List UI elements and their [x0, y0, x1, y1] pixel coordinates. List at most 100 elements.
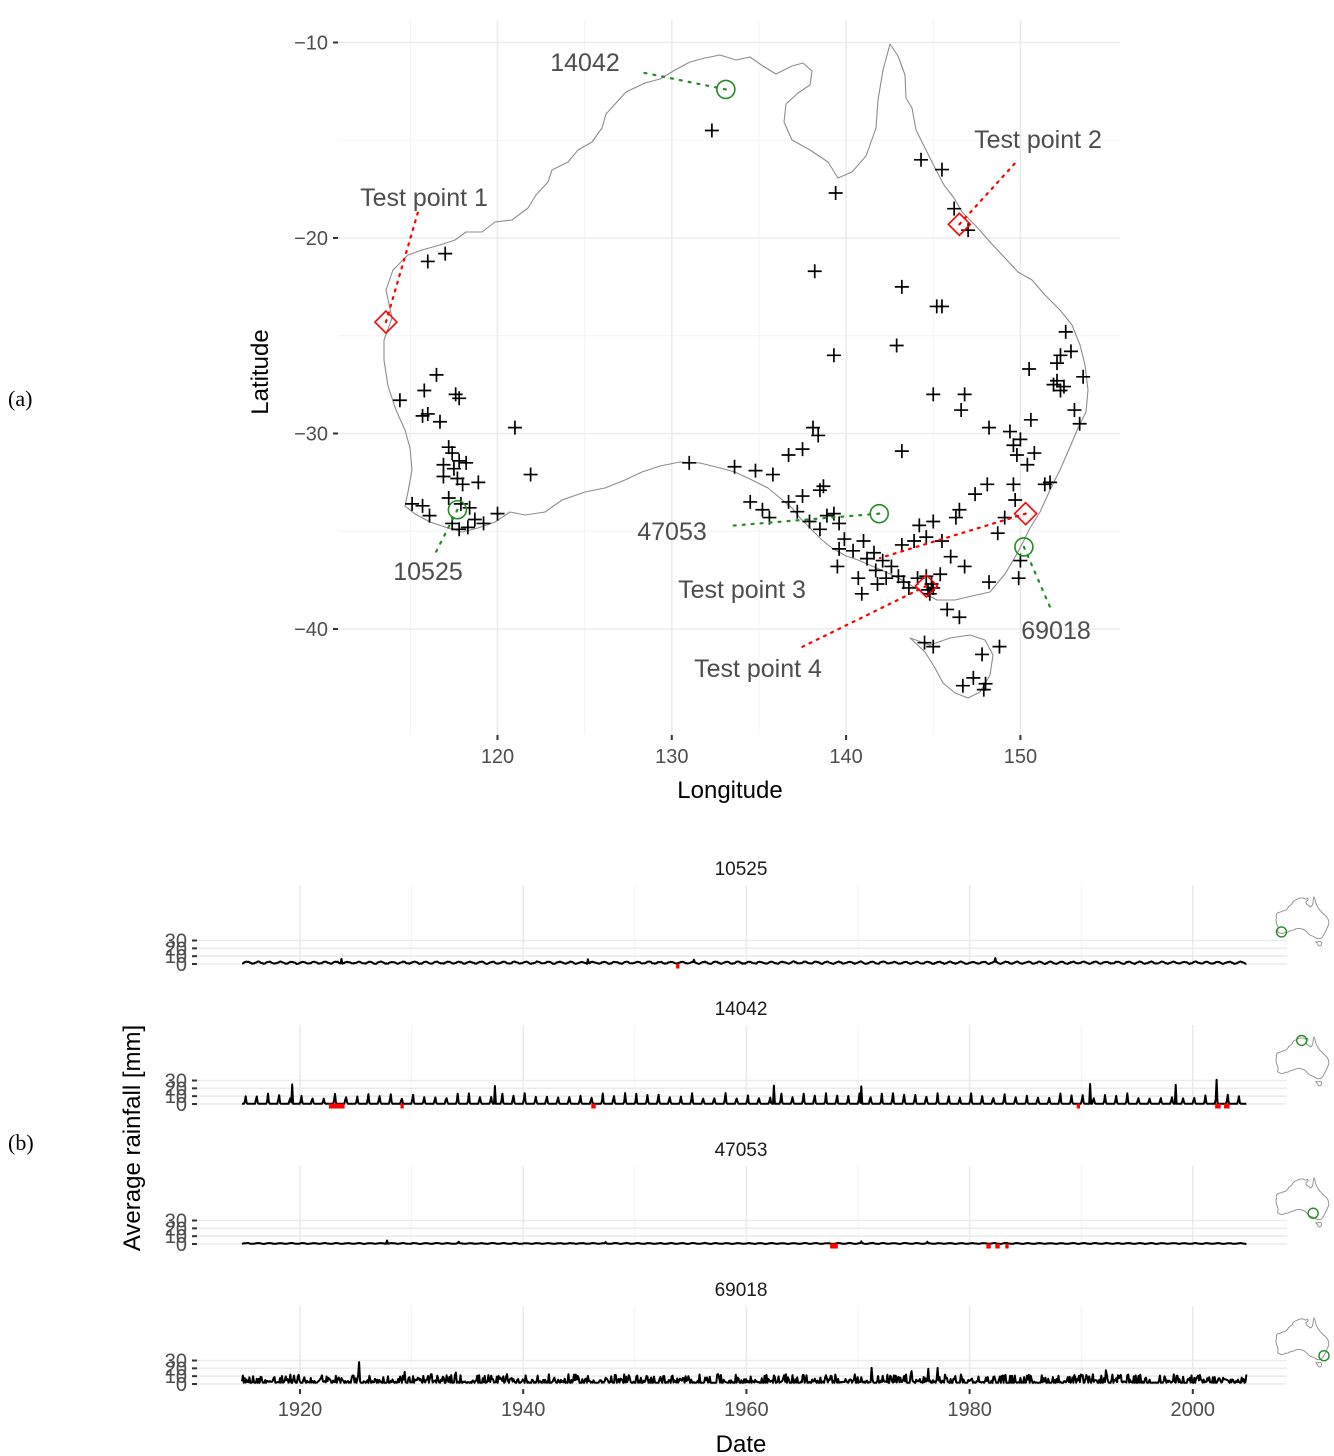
- highlight-station-leader: [726, 512, 881, 528]
- highlight-station-marker: [447, 499, 468, 520]
- station-marker: [894, 537, 909, 552]
- highlight-station-label: 10525: [393, 558, 463, 586]
- map-y-tick-label: −30: [294, 424, 328, 446]
- rainfall-series-line: [241, 1361, 1248, 1384]
- highlight-station-marker: [869, 503, 890, 524]
- inset-coastline: [1275, 1176, 1330, 1221]
- inset-map: [1275, 1316, 1330, 1368]
- facet-y-tick-label: 0: [176, 954, 187, 976]
- inset-map: [1275, 895, 1330, 947]
- station-marker: [919, 569, 934, 584]
- station-marker: [934, 162, 949, 177]
- station-marker: [961, 223, 976, 238]
- station-marker: [870, 577, 885, 592]
- station-marker: [954, 403, 969, 418]
- facet-y-tick-label: 10: [165, 1226, 187, 1248]
- timeseries-facets: 1052530201001404230201004705330201006901…: [165, 859, 1330, 1396]
- inset-station-marker: [1295, 1034, 1308, 1047]
- station-marker: [438, 246, 453, 261]
- timeseries-x-axis: 1920 1940 1960 1980 2000: [278, 1389, 1215, 1421]
- station-marker: [811, 428, 826, 443]
- highlight-station-marker: [1014, 537, 1034, 557]
- facet-y-tick-label: 0: [176, 1234, 187, 1256]
- station-marker: [459, 455, 474, 470]
- station-marker: [894, 444, 909, 459]
- map-x-axis-title: Longitude: [677, 777, 782, 804]
- panel-a-label: (a): [8, 386, 32, 411]
- rainfall-series-line: [241, 957, 1247, 965]
- station-marker: [978, 676, 993, 691]
- station-marker: [1058, 324, 1073, 339]
- station-marker: [436, 457, 451, 472]
- station-marker: [919, 530, 934, 545]
- station-marker: [934, 299, 949, 314]
- station-marker: [417, 383, 432, 398]
- facet-y-tick-label: 20: [165, 1078, 187, 1100]
- highlight-station-label: 47053: [637, 518, 707, 546]
- facet-y-tick-label: 20: [165, 1358, 187, 1380]
- timeseries-x-tick-label: 1960: [724, 1399, 769, 1421]
- station-marker: [462, 500, 477, 515]
- map-x-tick-label: 140: [829, 746, 862, 768]
- station-marker: [846, 543, 861, 558]
- station-marker: [952, 610, 967, 625]
- highlight-station-markers: 14042 47053 10525 69018: [393, 49, 1091, 645]
- station-marker: [901, 580, 916, 595]
- station-marker: [727, 459, 742, 474]
- station-marker: [826, 348, 841, 363]
- station-marker: [441, 440, 456, 455]
- map-panel: 120 130 140 150−10−20−30−40 Test point 1Tes…: [247, 20, 1120, 804]
- highlight-station-label: 69018: [1021, 617, 1091, 645]
- timeseries-x-axis-title: Date: [716, 1431, 767, 1456]
- station-marker: [781, 448, 796, 463]
- station-marker: [795, 442, 810, 457]
- station-marker: [448, 387, 463, 402]
- map-y-axis-title: Latitude: [247, 329, 274, 414]
- timeseries-x-tick-label: 1940: [501, 1399, 546, 1421]
- station-marker: [947, 201, 962, 216]
- station-marker: [926, 580, 941, 595]
- station-marker: [755, 502, 770, 517]
- station-marker: [1023, 412, 1038, 427]
- station-marker: [682, 455, 697, 470]
- station-marker: [948, 510, 963, 525]
- station-marker: [832, 516, 847, 531]
- inset-station-marker: [1307, 1207, 1319, 1219]
- facet-y-tick-label: 30: [165, 1071, 187, 1093]
- test-point-label: Test point 2: [974, 126, 1102, 154]
- station-marker: [914, 152, 929, 167]
- station-marker: [432, 414, 447, 429]
- station-marker: [704, 123, 719, 138]
- station-marker: [868, 563, 883, 578]
- inset-station-marker: [1318, 1350, 1330, 1362]
- station-marker: [805, 420, 820, 435]
- facet-title: 69018: [715, 1280, 768, 1301]
- station-marker: [1072, 416, 1087, 431]
- station-marker: [917, 635, 932, 650]
- map-y-tick-label: −40: [294, 619, 328, 641]
- station-marker: [816, 479, 831, 494]
- station-markers: [392, 123, 1091, 697]
- facet-y-tick-label: 30: [165, 931, 187, 953]
- station-marker: [429, 367, 444, 382]
- station-marker: [807, 264, 822, 279]
- station-marker: [1053, 383, 1068, 398]
- station-marker: [1009, 448, 1024, 463]
- station-marker: [976, 682, 991, 697]
- map-y-tick-label: −10: [294, 33, 328, 55]
- station-marker: [812, 483, 827, 498]
- station-marker: [452, 391, 467, 406]
- station-marker: [748, 463, 763, 478]
- timeseries-x-tick-label: 1980: [947, 1399, 992, 1421]
- station-marker: [790, 504, 805, 519]
- station-marker: [819, 508, 834, 523]
- station-marker: [446, 461, 461, 476]
- facet-y-tick-label: 0: [176, 1374, 187, 1396]
- station-marker: [422, 508, 437, 523]
- station-marker: [837, 532, 852, 547]
- station-marker: [992, 639, 1007, 654]
- station-marker: [405, 496, 420, 511]
